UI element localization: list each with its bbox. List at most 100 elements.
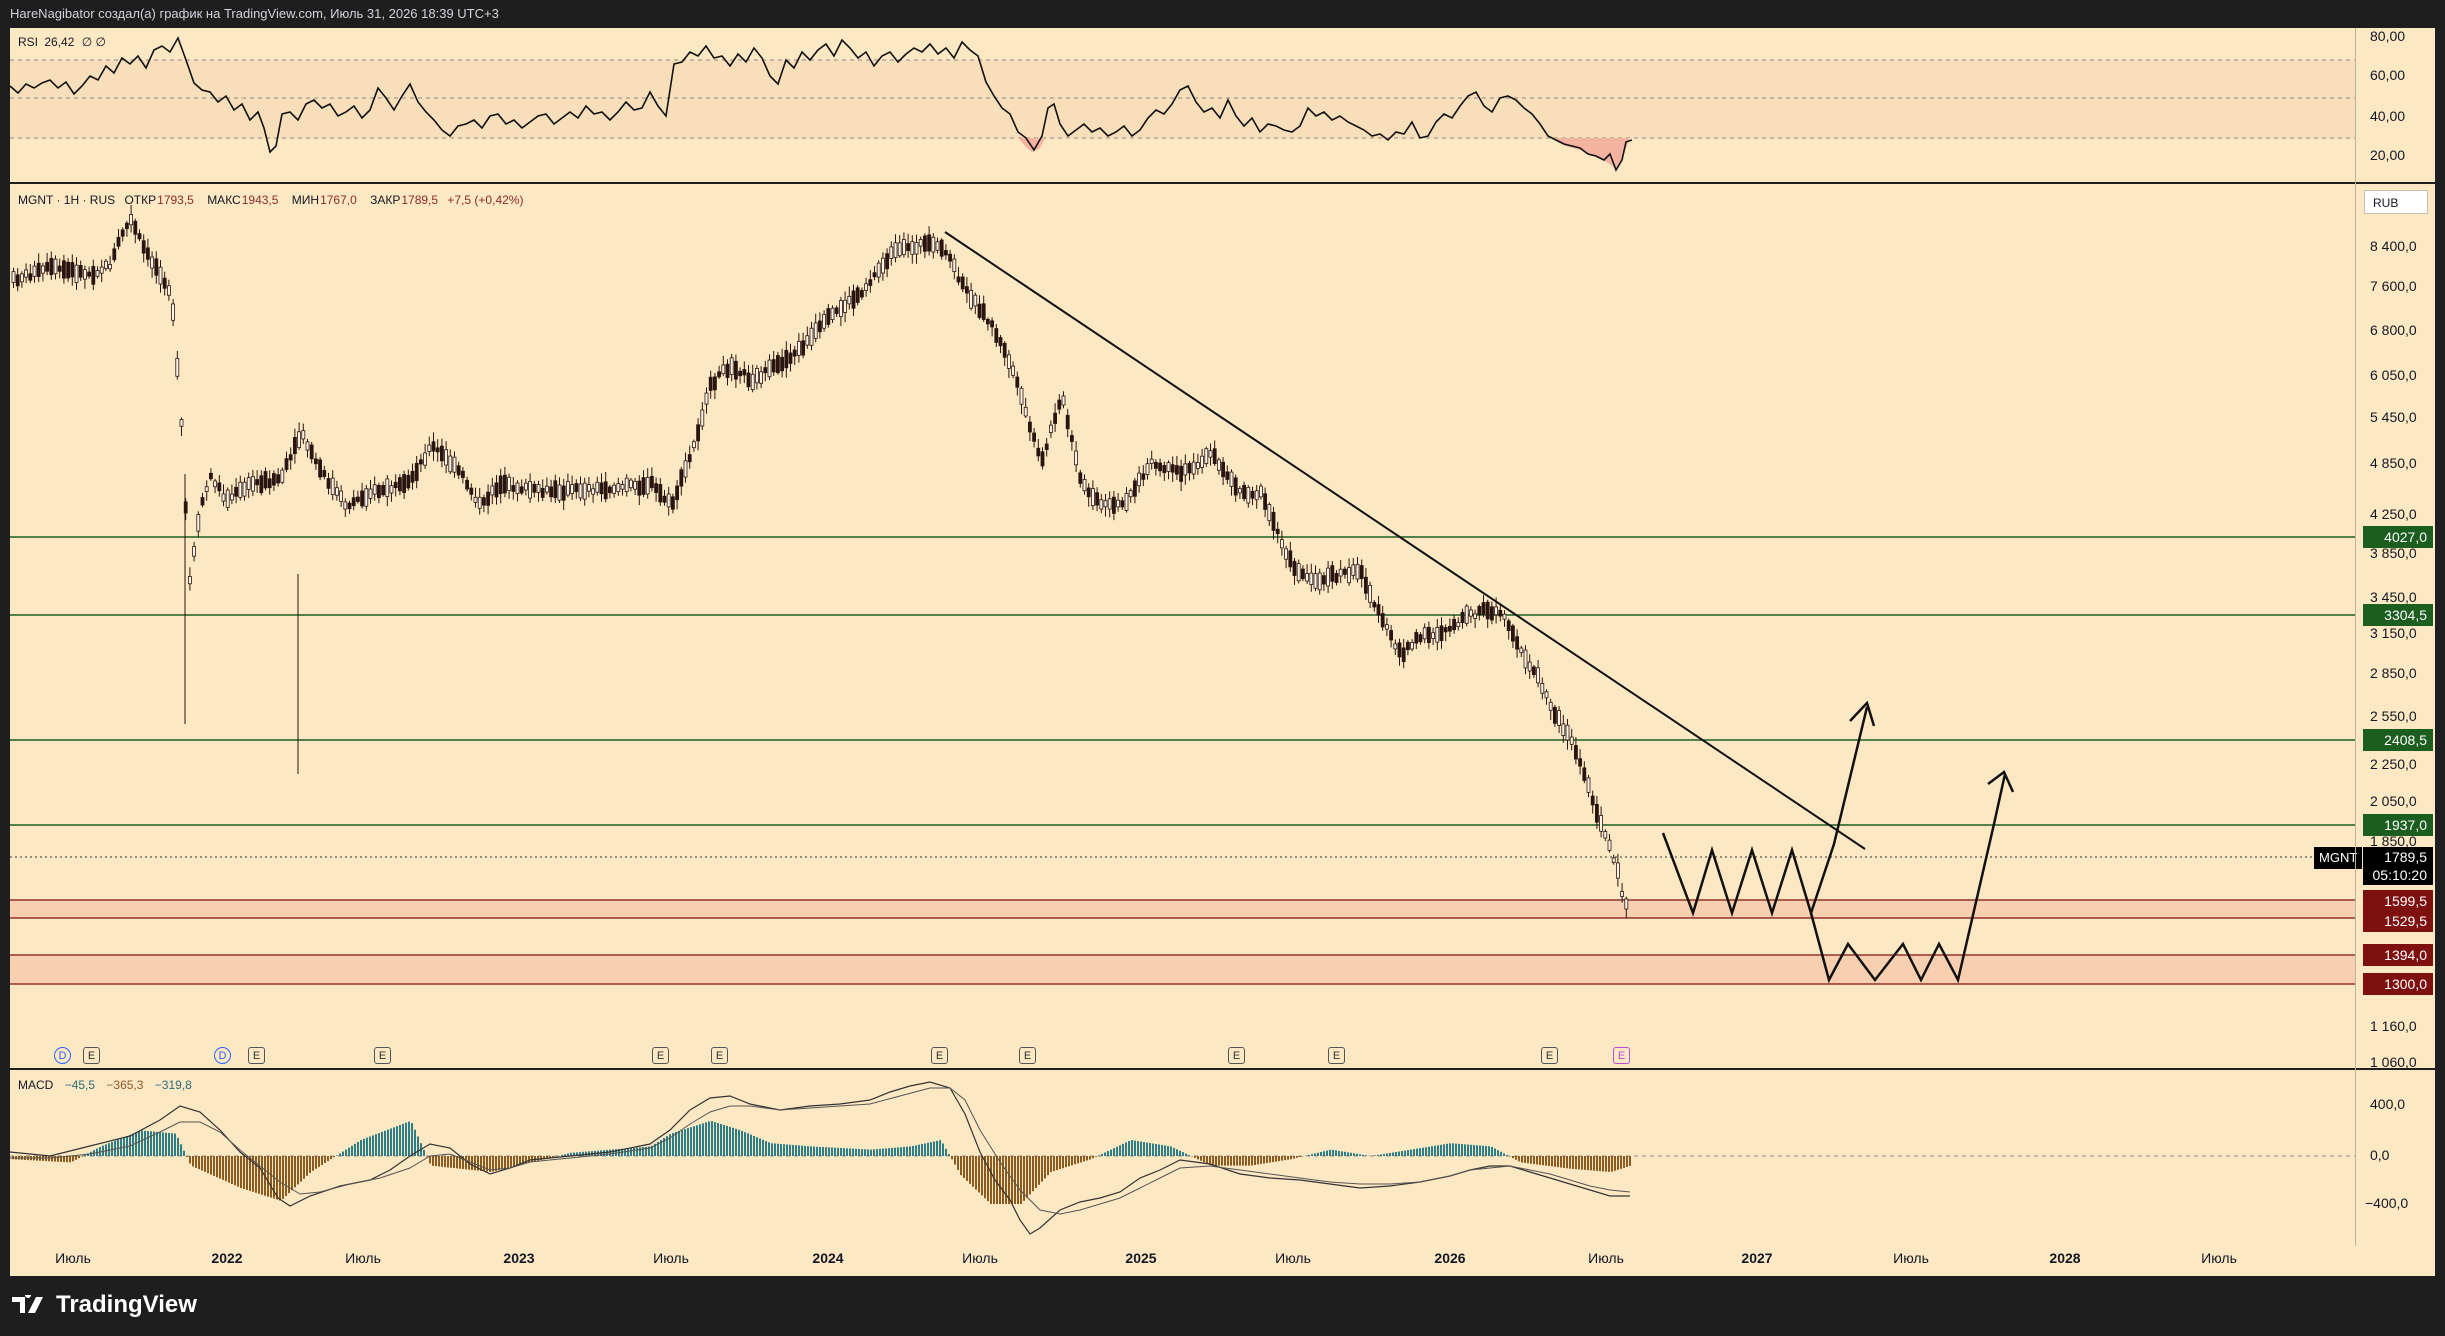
candle-body [406,474,411,489]
level-tag-1394[interactable]: 1394,0 [2363,944,2433,966]
candle-body [708,376,713,391]
macd-histogram-bar [1560,1156,1562,1168]
macd-histogram-bar [1383,1153,1385,1156]
candle-body [1074,450,1078,466]
macd-histogram-bar [1041,1156,1043,1182]
macd-histogram-bar [651,1145,653,1156]
earnings-marker[interactable]: E [711,1047,728,1064]
earnings-marker[interactable]: E [83,1047,100,1064]
earnings-marker[interactable]: E [1019,1047,1036,1064]
scenario-path-upper[interactable] [1661,706,1869,918]
tradingview-logo[interactable]: TradingView [12,1291,197,1319]
candle-body [1082,479,1087,492]
macd-histogram-bar [816,1146,818,1156]
macd-histogram-bar [1281,1156,1283,1161]
level-tag-3304[interactable]: 3304,5 [2363,604,2433,626]
candle-body [355,496,360,502]
macd-histogram-bar [63,1156,65,1163]
macd-histogram-bar [1362,1154,1364,1156]
candle-body [347,502,352,509]
candle-body [574,483,579,493]
candle-body [171,303,176,321]
candle-body [301,430,306,440]
candle-body [402,474,407,493]
candle-body [125,222,129,230]
candle-body [204,486,209,493]
dividend-marker[interactable]: D [54,1047,71,1064]
candle-body [834,307,839,314]
candle-body [965,286,969,294]
macd-histogram-bar [834,1147,836,1156]
downtrend-line[interactable] [944,231,1866,850]
price-scale-separator[interactable] [2355,28,2356,1246]
macd-histogram-bar [1536,1156,1538,1165]
candle-body [1133,480,1137,497]
currency-selector[interactable]: RUB [2364,190,2428,214]
macd-histogram-bar [54,1156,56,1162]
earnings-marker[interactable]: E [1228,1047,1245,1064]
candle-body [1359,565,1364,580]
candle-body [1141,473,1146,480]
dividend-marker[interactable]: D [214,1047,231,1064]
price-panel[interactable] [10,184,2355,1070]
macd-histogram-bar [282,1156,284,1199]
macd-histogram-bar [1509,1156,1511,1157]
macd-histogram-bar [741,1130,743,1156]
open-label: ОТКР [124,193,157,207]
level-tag-1300[interactable]: 1300,0 [2363,973,2433,995]
rsi-legend-name: RSI [18,35,39,49]
earnings-marker[interactable]: E [248,1047,265,1064]
price-tick: 4 850,0 [2370,455,2417,471]
candle-body [1582,767,1587,781]
candle-body [1481,602,1486,615]
earnings-marker[interactable]: E [931,1047,948,1064]
candle-body [196,514,201,532]
macd-histogram-bar [639,1147,641,1156]
price-tick: 5 450,0 [2370,409,2417,425]
price-tick: 6 800,0 [2370,322,2417,338]
candle-body [721,364,726,375]
level-tag-4027[interactable]: 4027,0 [2363,526,2433,548]
macd-histogram-bar [1401,1151,1403,1156]
candle-body [818,320,822,333]
macd-divider[interactable] [10,1068,2435,1070]
macd-histogram-bar [705,1122,707,1156]
macd-histogram-bar [1074,1156,1076,1165]
macd-histogram-bar [330,1156,332,1160]
macd-histogram-bar [1422,1147,1424,1156]
earnings-marker[interactable]: E [374,1047,391,1064]
candle-body [87,271,91,277]
candle-body [641,477,646,495]
macd-histogram-bar [1239,1156,1241,1166]
candle-body [881,257,885,274]
macd-histogram-bar [1335,1150,1337,1156]
macd-histogram-bar [141,1130,143,1156]
macd-histogram-bar [726,1125,728,1156]
candle-body [742,369,747,376]
level-tag-1937[interactable]: 1937,0 [2363,814,2433,836]
high-value: 1943,5 [241,193,279,207]
candle-body [1624,898,1629,910]
rsi-divider[interactable] [10,182,2435,184]
level-tag-2408[interactable]: 2408,5 [2363,729,2433,751]
macd-histogram-bar [966,1156,968,1181]
price-tick: 7 600,0 [2370,278,2417,294]
candle-body [234,486,239,497]
candle-body [1007,354,1011,369]
earnings-marker[interactable]: E [1541,1047,1558,1064]
level-tag-1529[interactable]: 1529,5 [2363,910,2433,932]
macd-histogram-bar [723,1124,725,1156]
macd-histogram-bar [807,1146,809,1156]
scenario-path-lower[interactable] [1809,773,2007,984]
macd-histogram-bar [960,1156,962,1176]
level-tag-1599[interactable]: 1599,5 [2363,890,2433,912]
earnings-marker[interactable]: E [1328,1047,1345,1064]
upcoming-earnings-marker[interactable]: E [1613,1047,1630,1064]
macd-panel[interactable] [10,1070,2355,1246]
macd-histogram-bar [1533,1156,1535,1165]
candle-body [1145,463,1150,475]
candle-body [255,479,260,486]
macd-histogram-bar [573,1152,575,1156]
rsi-panel[interactable] [10,28,2355,183]
earnings-marker[interactable]: E [652,1047,669,1064]
